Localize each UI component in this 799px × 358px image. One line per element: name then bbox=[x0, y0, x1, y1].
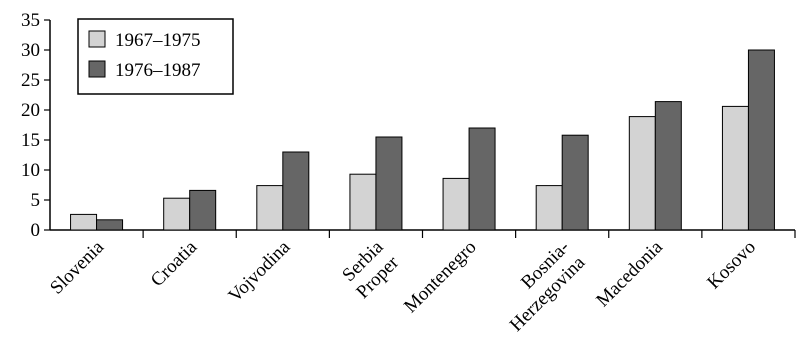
category-label-text: Montenegro bbox=[400, 237, 481, 318]
bar-series2 bbox=[654, 101, 682, 231]
category-label: Bosnia-Herzegovina bbox=[490, 236, 590, 336]
bar-series2 bbox=[96, 219, 124, 231]
y-tick-label: 20 bbox=[21, 100, 40, 121]
bar-series2 bbox=[561, 134, 589, 231]
legend-swatch bbox=[88, 30, 106, 48]
bar-series1 bbox=[256, 185, 284, 231]
category-label-text: Croatia bbox=[147, 236, 202, 291]
bar-series1 bbox=[163, 197, 191, 231]
bar-series1 bbox=[721, 105, 749, 231]
category-label: Slovenia bbox=[46, 236, 108, 298]
legend-label: 1976–1987 bbox=[115, 60, 201, 81]
bars bbox=[70, 49, 775, 231]
bar-series1 bbox=[349, 173, 377, 231]
y-tick-label: 5 bbox=[31, 190, 41, 211]
y-tick-label: 35 bbox=[21, 10, 40, 31]
category-label: Macedonia bbox=[592, 236, 667, 311]
category-label-text: Vojvodina bbox=[225, 236, 295, 306]
category-label-line: Croatia bbox=[147, 236, 202, 291]
y-tick-label: 0 bbox=[31, 220, 41, 241]
bar-series2 bbox=[375, 136, 403, 231]
bar-series2 bbox=[282, 151, 310, 231]
y-tick-label: 30 bbox=[21, 40, 40, 61]
category-label-line: Macedonia bbox=[592, 236, 667, 311]
category-label-line: Vojvodina bbox=[225, 236, 295, 306]
category-label: Kosovo bbox=[703, 237, 760, 294]
legend: 1967–1975 1976–1987 bbox=[77, 18, 234, 95]
y-tick-label: 15 bbox=[21, 130, 40, 151]
bar-series2 bbox=[747, 49, 775, 231]
category-label: SerbiaProper bbox=[337, 236, 404, 303]
category-label-line: Montenegro bbox=[400, 237, 481, 318]
bar-series1 bbox=[628, 116, 656, 231]
bar-series1 bbox=[442, 177, 470, 231]
category-label: Croatia bbox=[147, 236, 202, 291]
category-label: Vojvodina bbox=[225, 236, 295, 306]
category-label-text: Slovenia bbox=[46, 236, 108, 298]
bar-series1 bbox=[70, 213, 98, 231]
category-label-text: Macedonia bbox=[592, 236, 667, 311]
category-label-line: Kosovo bbox=[703, 237, 760, 294]
category-label-text: SerbiaProper bbox=[337, 236, 404, 303]
y-tick-label: 25 bbox=[21, 70, 40, 91]
labels: Slovenia Croatia Vojvodina SerbiaProperMont… bbox=[46, 236, 760, 336]
bar-series1 bbox=[535, 185, 563, 231]
category-label-text: Kosovo bbox=[703, 237, 760, 294]
legend-swatch bbox=[88, 60, 106, 78]
legend-label: 1967–1975 bbox=[115, 30, 201, 51]
bar-series2 bbox=[468, 127, 496, 231]
y-tick-label: 10 bbox=[21, 160, 40, 181]
bar-series2 bbox=[189, 189, 217, 231]
category-label-text: Bosnia-Herzegovina bbox=[490, 236, 589, 335]
category-label: Montenegro bbox=[400, 237, 481, 318]
category-label-line: Slovenia bbox=[46, 236, 108, 298]
